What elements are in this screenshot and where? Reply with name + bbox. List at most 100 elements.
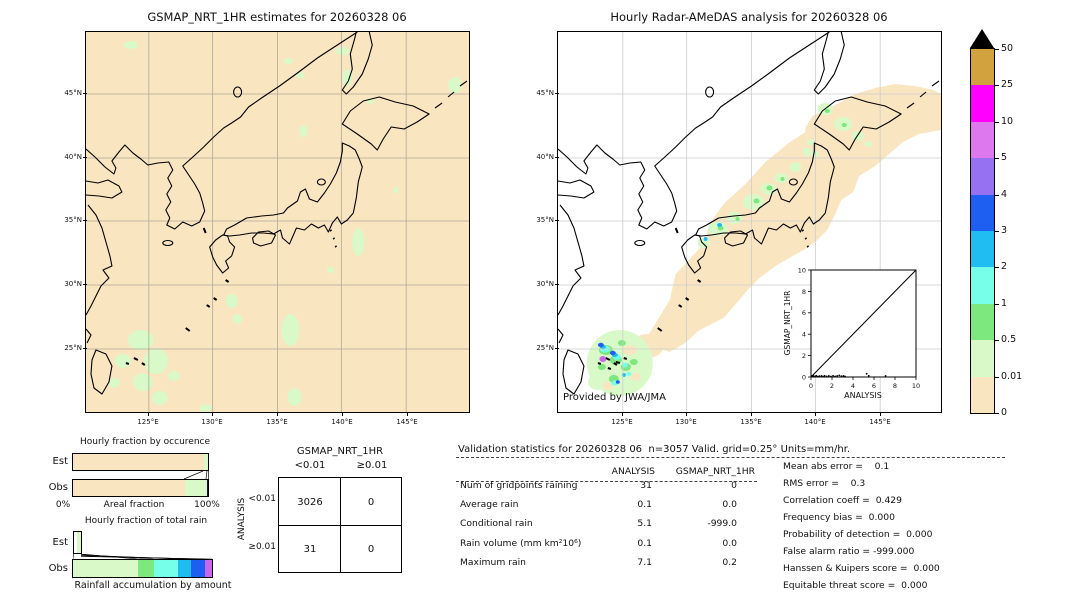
stat-value: 0.0 (722, 499, 737, 510)
stats-header: Validation statistics for 20260328 06 n=… (458, 444, 851, 455)
bar-segment (207, 480, 208, 496)
gsmap-precip-patches (107, 41, 463, 412)
stat-label: Maximum rain (460, 557, 526, 568)
contingency-col-header: <0.01 (294, 460, 326, 471)
stat-line: Correlation coeff = 0.429 (783, 495, 902, 506)
colorbar-label: 50 (993, 43, 1014, 54)
stat-value: 5.1 (637, 518, 652, 529)
bar-segment (185, 480, 207, 496)
colorbar-label: 0 (993, 407, 1008, 418)
bar-segment (205, 560, 212, 577)
colorbar-label: 1 (993, 298, 1008, 309)
stat-value: 0.1 (637, 499, 652, 510)
stat-line: Equitable threat score = 0.000 (783, 580, 928, 591)
totalrain-chart-title: Hourly fraction of total rain (84, 516, 208, 526)
colorbar-segment (971, 267, 994, 304)
row-label-est: Est (52, 456, 68, 467)
lon-tick: 135°E (735, 413, 767, 427)
lat-tick: 25°N (524, 343, 559, 353)
svg-text:2: 2 (830, 382, 834, 390)
lon-tick: 135°E (261, 413, 293, 427)
divider (456, 457, 1005, 458)
x-tick-100pct: 100% (194, 500, 220, 510)
lat-tick: 30°N (52, 279, 87, 289)
bar-segment (76, 532, 81, 553)
row-label-est: Est (52, 537, 68, 548)
stat-line: RMS error = 0.3 (783, 478, 866, 489)
totalrain-connectors (73, 554, 213, 559)
colorbar-segment (971, 85, 994, 122)
inset-x-axis-label: ANALYSIS (844, 391, 882, 400)
occurrence-bar-obs (72, 479, 209, 497)
stat-value: 31 (640, 480, 652, 491)
bar-segment (191, 560, 205, 577)
stat-label: Rain volume (mm km²10⁶) (460, 538, 582, 549)
contingency-value: 31 (303, 543, 317, 555)
colorbar-label: 3 (993, 225, 1008, 236)
colorbar-overflow-triangle (970, 29, 994, 48)
coastlines (85, 31, 468, 395)
svg-text:10: 10 (798, 266, 806, 274)
totalrain-bar-est (73, 531, 82, 554)
contingency-value: 0 (367, 543, 375, 555)
one-to-one-line (810, 269, 917, 378)
contingency-value: 0 (367, 496, 375, 508)
colorbar-segment (971, 340, 994, 377)
credit-text: Provided by JWA/JMA (563, 392, 666, 403)
lat-tick: 40°N (524, 152, 559, 162)
colorbar-segment (971, 158, 994, 195)
stats-col-gsmap: GSMAP_NRT_1HR (675, 466, 755, 477)
colorbar-segment (971, 121, 994, 159)
colorbar-label: 10 (993, 116, 1014, 127)
stat-value: 0.0 (722, 538, 737, 549)
svg-text:0: 0 (802, 374, 806, 382)
lon-tick: 125°E (132, 413, 164, 427)
lat-tick: 25°N (52, 343, 87, 353)
stat-value: 0 (731, 480, 737, 491)
lat-tick: 40°N (52, 152, 87, 162)
lat-tick: 45°N (52, 88, 87, 98)
occurrence-bar-est (72, 453, 209, 471)
svg-text:2: 2 (802, 352, 806, 360)
stat-line: False alarm ratio = -999.000 (783, 546, 915, 557)
bar-segment (154, 560, 178, 577)
divider (456, 481, 757, 482)
bar-segment (73, 560, 138, 577)
coastlines (557, 31, 940, 395)
totalrain-chart-footer: Rainfall accumulation by amount (74, 580, 232, 591)
svg-text:0: 0 (809, 382, 813, 390)
lon-tick: 140°E (326, 413, 358, 427)
contingency-value: 3026 (297, 496, 323, 508)
occurrence-x-axis-label: Areal fraction (103, 500, 165, 510)
stat-line: Probability of detection = 0.000 (783, 529, 933, 540)
stat-label: Average rain (460, 499, 519, 510)
inset-y-axis-label: GSMAP_NRT_1HR (783, 291, 792, 356)
stat-value: 0.2 (722, 557, 737, 568)
stat-line: Hanssen & Kuipers score = 0.000 (783, 563, 940, 574)
colorbar-segment (971, 231, 994, 268)
occurrence-connectors (183, 471, 209, 479)
colorbar-segment (971, 376, 994, 414)
contingency-title: GSMAP_NRT_1HR (296, 446, 384, 457)
colorbar-label: 2 (993, 261, 1008, 272)
inset-scatter-plot: 0 2 4 6 8 10 0 2 4 6 8 10 ANALYSIS GSMAP… (783, 266, 920, 400)
right-map-title: Hourly Radar-AMeDAS analysis for 2026032… (610, 10, 888, 24)
lat-tick: 45°N (524, 88, 559, 98)
occurrence-chart-title: Hourly fraction by occurence (79, 437, 211, 447)
colorbar-segment (971, 303, 994, 341)
stats-col-analysis: ANALYSIS (611, 466, 655, 477)
lon-tick: 140°E (799, 413, 831, 427)
bar-segment (138, 560, 154, 577)
inset-y-tick-labels: 0 2 4 6 8 10 (798, 266, 806, 381)
svg-text:10: 10 (912, 382, 920, 390)
contingency-row-header: ≥0.01 (248, 542, 276, 552)
lat-tick: 35°N (524, 215, 559, 225)
row-label-obs: Obs (48, 482, 68, 493)
row-label-obs: Obs (48, 563, 68, 574)
stat-label: Conditional rain (460, 518, 533, 529)
svg-text:4: 4 (851, 382, 855, 390)
radar-precip-patches (586, 103, 873, 396)
bar-segment (73, 454, 205, 470)
stat-line: Frequency bias = 0.000 (783, 512, 895, 523)
colorbar (970, 48, 995, 414)
